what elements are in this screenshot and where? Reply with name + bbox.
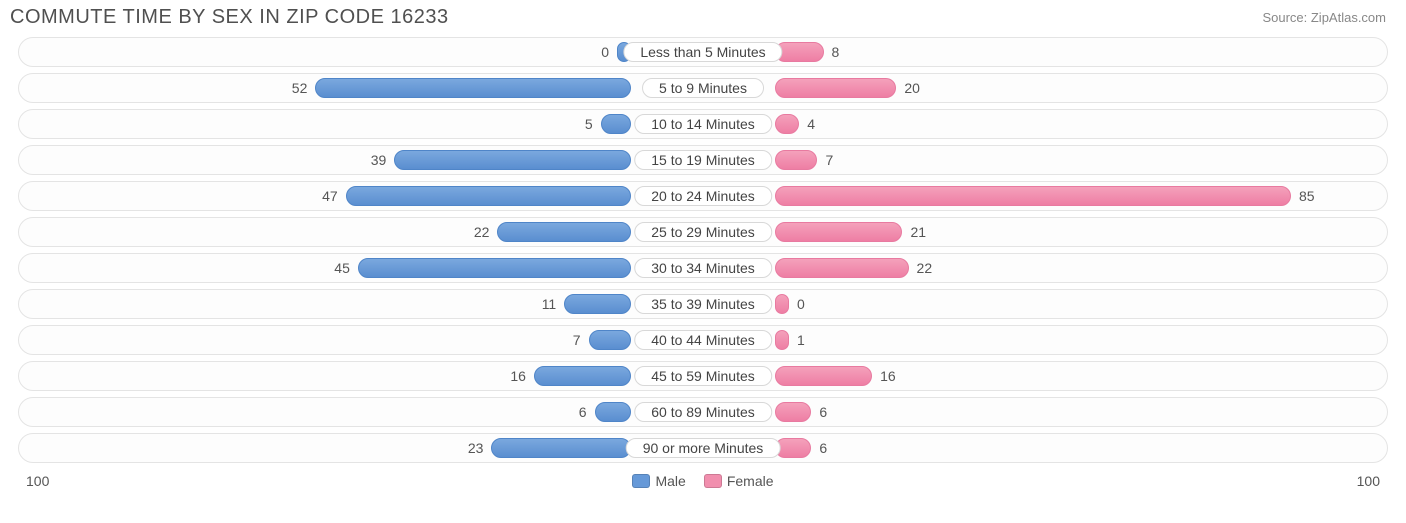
- male-value: 23: [468, 440, 484, 456]
- male-bar: [534, 366, 631, 386]
- male-bar: [589, 330, 631, 350]
- female-bar: [775, 438, 811, 458]
- male-bar: [394, 150, 631, 170]
- chart-row: 52 20 5 to 9 Minutes: [18, 73, 1388, 103]
- source-site: ZipAtlas.com: [1311, 10, 1386, 25]
- male-value: 47: [322, 188, 338, 204]
- chart-row: 0 8 Less than 5 Minutes: [18, 37, 1388, 67]
- axis-max-right: 100: [1357, 473, 1380, 489]
- legend-center: Male Female: [632, 473, 773, 489]
- legend-male-label: Male: [655, 473, 685, 489]
- source-prefix: Source:: [1262, 10, 1310, 25]
- legend-row: 100 Male Female 100: [0, 469, 1406, 489]
- male-value: 0: [601, 44, 609, 60]
- female-bar: [775, 222, 902, 242]
- female-bar: [775, 330, 789, 350]
- row-category-label: Less than 5 Minutes: [623, 42, 782, 62]
- female-bar: [775, 78, 896, 98]
- female-value: 6: [819, 440, 827, 456]
- male-bar: [346, 186, 631, 206]
- row-category-label: 15 to 19 Minutes: [634, 150, 772, 170]
- chart-area: 08Less than 5 Minutes52205 to 9 Minutes5…: [0, 37, 1406, 463]
- male-bar: [358, 258, 631, 278]
- female-value: 22: [917, 260, 933, 276]
- male-swatch: [632, 474, 650, 488]
- male-bar: [491, 438, 631, 458]
- female-value: 0: [797, 296, 805, 312]
- row-category-label: 35 to 39 Minutes: [634, 294, 772, 314]
- male-value: 6: [579, 404, 587, 420]
- female-bar: [775, 294, 789, 314]
- male-bar: [315, 78, 631, 98]
- row-category-label: 25 to 29 Minutes: [634, 222, 772, 242]
- row-category-label: 10 to 14 Minutes: [634, 114, 772, 134]
- chart-row: 47 85 20 to 24 Minutes: [18, 181, 1388, 211]
- row-category-label: 90 or more Minutes: [626, 438, 781, 458]
- row-category-label: 20 to 24 Minutes: [634, 186, 772, 206]
- female-value: 8: [832, 44, 840, 60]
- legend-female: Female: [704, 473, 774, 489]
- male-value: 5: [585, 116, 593, 132]
- male-value: 45: [334, 260, 350, 276]
- male-value: 39: [371, 152, 387, 168]
- legend-female-label: Female: [727, 473, 774, 489]
- female-bar: [775, 258, 909, 278]
- female-value: 6: [819, 404, 827, 420]
- male-value: 16: [510, 368, 526, 384]
- chart-row: 11 0 35 to 39 Minutes: [18, 289, 1388, 319]
- female-bar: [775, 186, 1291, 206]
- female-bar: [775, 366, 872, 386]
- female-value: 7: [825, 152, 833, 168]
- female-bar: [775, 114, 799, 134]
- chart-row: 45 22 30 to 34 Minutes: [18, 253, 1388, 283]
- female-value: 4: [807, 116, 815, 132]
- row-category-label: 45 to 59 Minutes: [634, 366, 772, 386]
- row-category-label: 30 to 34 Minutes: [634, 258, 772, 278]
- male-value: 52: [292, 80, 308, 96]
- chart-row: 6 6 60 to 89 Minutes: [18, 397, 1388, 427]
- chart-row: 22 21 25 to 29 Minutes: [18, 217, 1388, 247]
- male-bar: [595, 402, 631, 422]
- chart-source: Source: ZipAtlas.com: [1262, 10, 1386, 25]
- chart-header: COMMUTE TIME BY SEX IN ZIP CODE 16233 So…: [0, 0, 1406, 37]
- chart-title: COMMUTE TIME BY SEX IN ZIP CODE 16233: [10, 6, 449, 29]
- female-bar: [775, 402, 811, 422]
- chart-row: 23 6 90 or more Minutes: [18, 433, 1388, 463]
- row-category-label: 60 to 89 Minutes: [634, 402, 772, 422]
- chart-row: 39 7 15 to 19 Minutes: [18, 145, 1388, 175]
- female-swatch: [704, 474, 722, 488]
- chart-row: 16 16 45 to 59 Minutes: [18, 361, 1388, 391]
- chart-row: 7 1 40 to 44 Minutes: [18, 325, 1388, 355]
- male-bar: [601, 114, 631, 134]
- female-value: 21: [910, 224, 926, 240]
- legend-male: Male: [632, 473, 685, 489]
- row-category-label: 5 to 9 Minutes: [642, 78, 764, 98]
- female-value: 16: [880, 368, 896, 384]
- female-bar: [775, 150, 817, 170]
- male-value: 7: [573, 332, 581, 348]
- male-value: 22: [474, 224, 490, 240]
- female-value: 85: [1299, 188, 1315, 204]
- female-value: 1: [797, 332, 805, 348]
- chart-row: 5 4 10 to 14 Minutes: [18, 109, 1388, 139]
- male-bar: [564, 294, 631, 314]
- female-value: 20: [904, 80, 920, 96]
- axis-max-left: 100: [26, 473, 49, 489]
- male-value: 11: [542, 296, 557, 312]
- row-category-label: 40 to 44 Minutes: [634, 330, 772, 350]
- male-bar: [497, 222, 631, 242]
